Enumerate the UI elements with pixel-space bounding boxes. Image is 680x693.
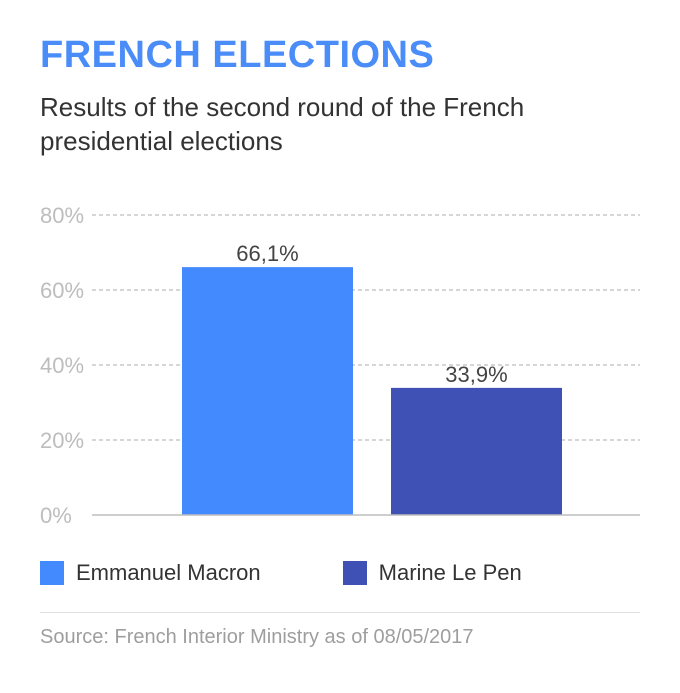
legend-swatch-le-pen: [342, 561, 367, 585]
legend-swatch-macron: [40, 561, 64, 585]
source-note: Source: French Interior Ministry as of 0…: [40, 626, 474, 648]
legend-label-le-pen: Marine Le Pen: [378, 560, 522, 585]
data-labels: 66,1% 33,9%: [236, 241, 507, 387]
bar-1: [391, 387, 562, 515]
legend: Emmanuel Macron Marine Le Pen: [40, 560, 522, 586]
legend-item-macron: Emmanuel Macron: [40, 560, 261, 586]
footer-divider: [40, 612, 640, 613]
y-tick-label: 40%: [40, 353, 84, 378]
chart-subtitle: Results of the second round of the Frenc…: [40, 92, 525, 156]
y-tick-label: 80%: [40, 203, 84, 228]
chart-title: FRENCH ELECTIONS: [40, 34, 435, 76]
data-label-1: 33,9%: [445, 362, 507, 387]
y-axis: 0% 20% 40% 60% 80%: [40, 203, 84, 528]
y-tick-label: 60%: [40, 278, 84, 303]
y-tick-label: 0%: [40, 503, 72, 528]
data-label-0: 66,1%: [236, 241, 298, 266]
bar-0: [182, 267, 353, 515]
legend-label-macron: Emmanuel Macron: [76, 560, 261, 585]
bars: [182, 267, 562, 515]
y-tick-label: 20%: [40, 428, 84, 453]
legend-item-le-pen: Marine Le Pen: [342, 560, 522, 586]
